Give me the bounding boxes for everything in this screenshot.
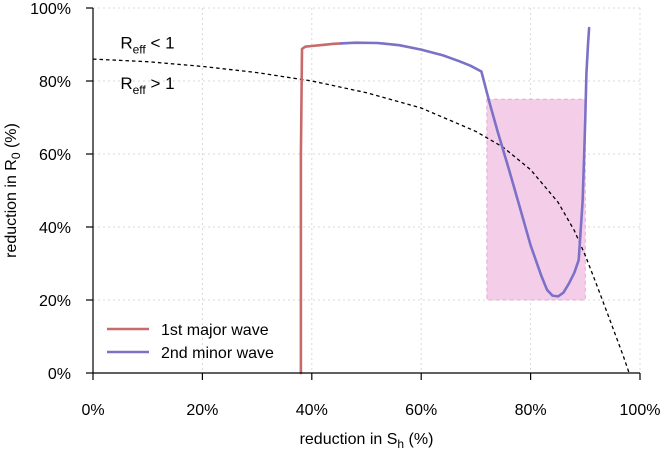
legend-label-2: 2nd minor wave <box>161 345 274 362</box>
x-tick-label: 100% <box>620 402 661 419</box>
series-lines <box>299 26 591 375</box>
axes: 0% 20% 40% 60% 80% 100% 0% 20% 40% 60% 80% 100% redu… <box>3 1 660 450</box>
y-tick-label: 100% <box>30 1 71 18</box>
series-line-2 <box>339 26 591 298</box>
highlight-region <box>486 98 586 301</box>
y-tick-label: 20% <box>39 293 71 310</box>
annotations: Reff < 1 Reff > 1 <box>120 34 174 97</box>
x-tick-label: 20% <box>186 402 218 419</box>
y-tick-label: 40% <box>39 220 71 237</box>
x-tick-label: 60% <box>405 402 437 419</box>
x-tick-label: 40% <box>296 402 328 419</box>
legend: 1st major wave 2nd minor wave <box>107 322 274 362</box>
x-tick-label: 80% <box>515 402 547 419</box>
y-tick-label: 0% <box>48 366 71 383</box>
y-axis-title: reduction in R0 (%) <box>3 123 23 258</box>
legend-label-1: 1st major wave <box>161 322 269 339</box>
y-tick-label: 60% <box>39 147 71 164</box>
annotation-1: Reff < 1 <box>120 34 174 57</box>
y-tick-label: 80% <box>39 74 71 91</box>
series-line-1 <box>299 42 343 375</box>
x-tick-label: 0% <box>81 402 104 419</box>
annotation-2: Reff > 1 <box>120 74 174 97</box>
x-axis-title: reduction in Sh (%) <box>300 431 434 450</box>
